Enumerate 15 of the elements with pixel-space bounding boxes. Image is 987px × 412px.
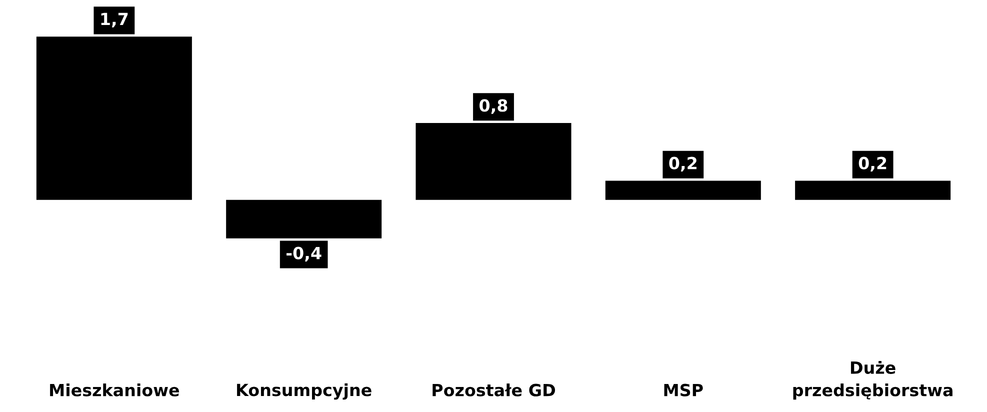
bar — [36, 36, 192, 200]
x-tick-label: Duże przedsiębiorstwa — [793, 361, 952, 400]
bar — [795, 180, 951, 200]
x-tick-label: Mieszkaniowe — [50, 384, 180, 396]
x-tick-label: Konsumpcyjne — [237, 383, 372, 400]
x-tick-label: Pozostałe GD — [432, 384, 556, 396]
data-label: -0,4 — [286, 246, 322, 262]
data-label: 1,7 — [101, 12, 128, 28]
bar — [416, 123, 572, 200]
bar — [226, 200, 382, 238]
bar — [605, 180, 761, 200]
x-tick-label: MSP — [664, 384, 703, 396]
data-label: 0,8 — [480, 99, 508, 114]
data-label: 0,2 — [669, 156, 696, 172]
data-label: 0,2 — [858, 156, 886, 172]
